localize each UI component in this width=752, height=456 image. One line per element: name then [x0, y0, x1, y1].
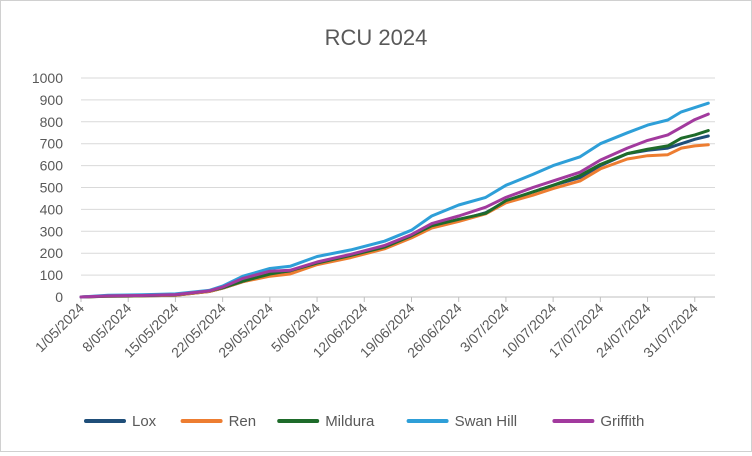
legend-label: Griffith: [600, 413, 644, 430]
series-line-ren: [79, 143, 710, 299]
y-tick-label: 600: [40, 158, 64, 174]
y-tick-label: 700: [40, 136, 64, 152]
series-line-griffith: [79, 112, 710, 299]
legend-item-griffith: Griffith: [552, 413, 644, 430]
y-tick-label: 0: [55, 289, 63, 305]
x-axis: 1/05/20248/05/202415/05/202422/05/202429…: [32, 296, 715, 361]
legend-label: Swan Hill: [455, 413, 518, 430]
y-tick-label: 200: [40, 245, 64, 261]
y-tick-label: 900: [40, 92, 64, 108]
y-tick-label: 100: [40, 267, 64, 283]
series-layer: [79, 101, 710, 299]
y-axis: 0 100 200 300 400 500 600 700 800 900 1000: [32, 70, 63, 305]
legend: Lox Ren Mildura Swan Hill Griffith: [84, 413, 644, 430]
series-line-swan-hill: [79, 101, 710, 299]
legend-label: Mildura: [325, 413, 375, 430]
y-tick-label: 400: [40, 201, 64, 217]
legend-item-ren: Ren: [180, 413, 257, 430]
x-tick-label: 1/05/2024: [32, 300, 88, 356]
y-tick-label: 500: [40, 180, 64, 196]
chart-title: RCU 2024: [325, 25, 428, 50]
legend-label: Lox: [132, 413, 157, 430]
legend-item-mildura: Mildura: [277, 413, 375, 430]
legend-item-swan-hill: Swan Hill: [406, 413, 518, 430]
y-tick-label: 1000: [32, 70, 63, 86]
y-tick-label: 300: [40, 223, 64, 239]
y-tick-label: 800: [40, 114, 64, 130]
legend-label: Ren: [229, 413, 257, 430]
legend-item-lox: Lox: [84, 413, 157, 430]
grid-layer: [81, 77, 715, 276]
